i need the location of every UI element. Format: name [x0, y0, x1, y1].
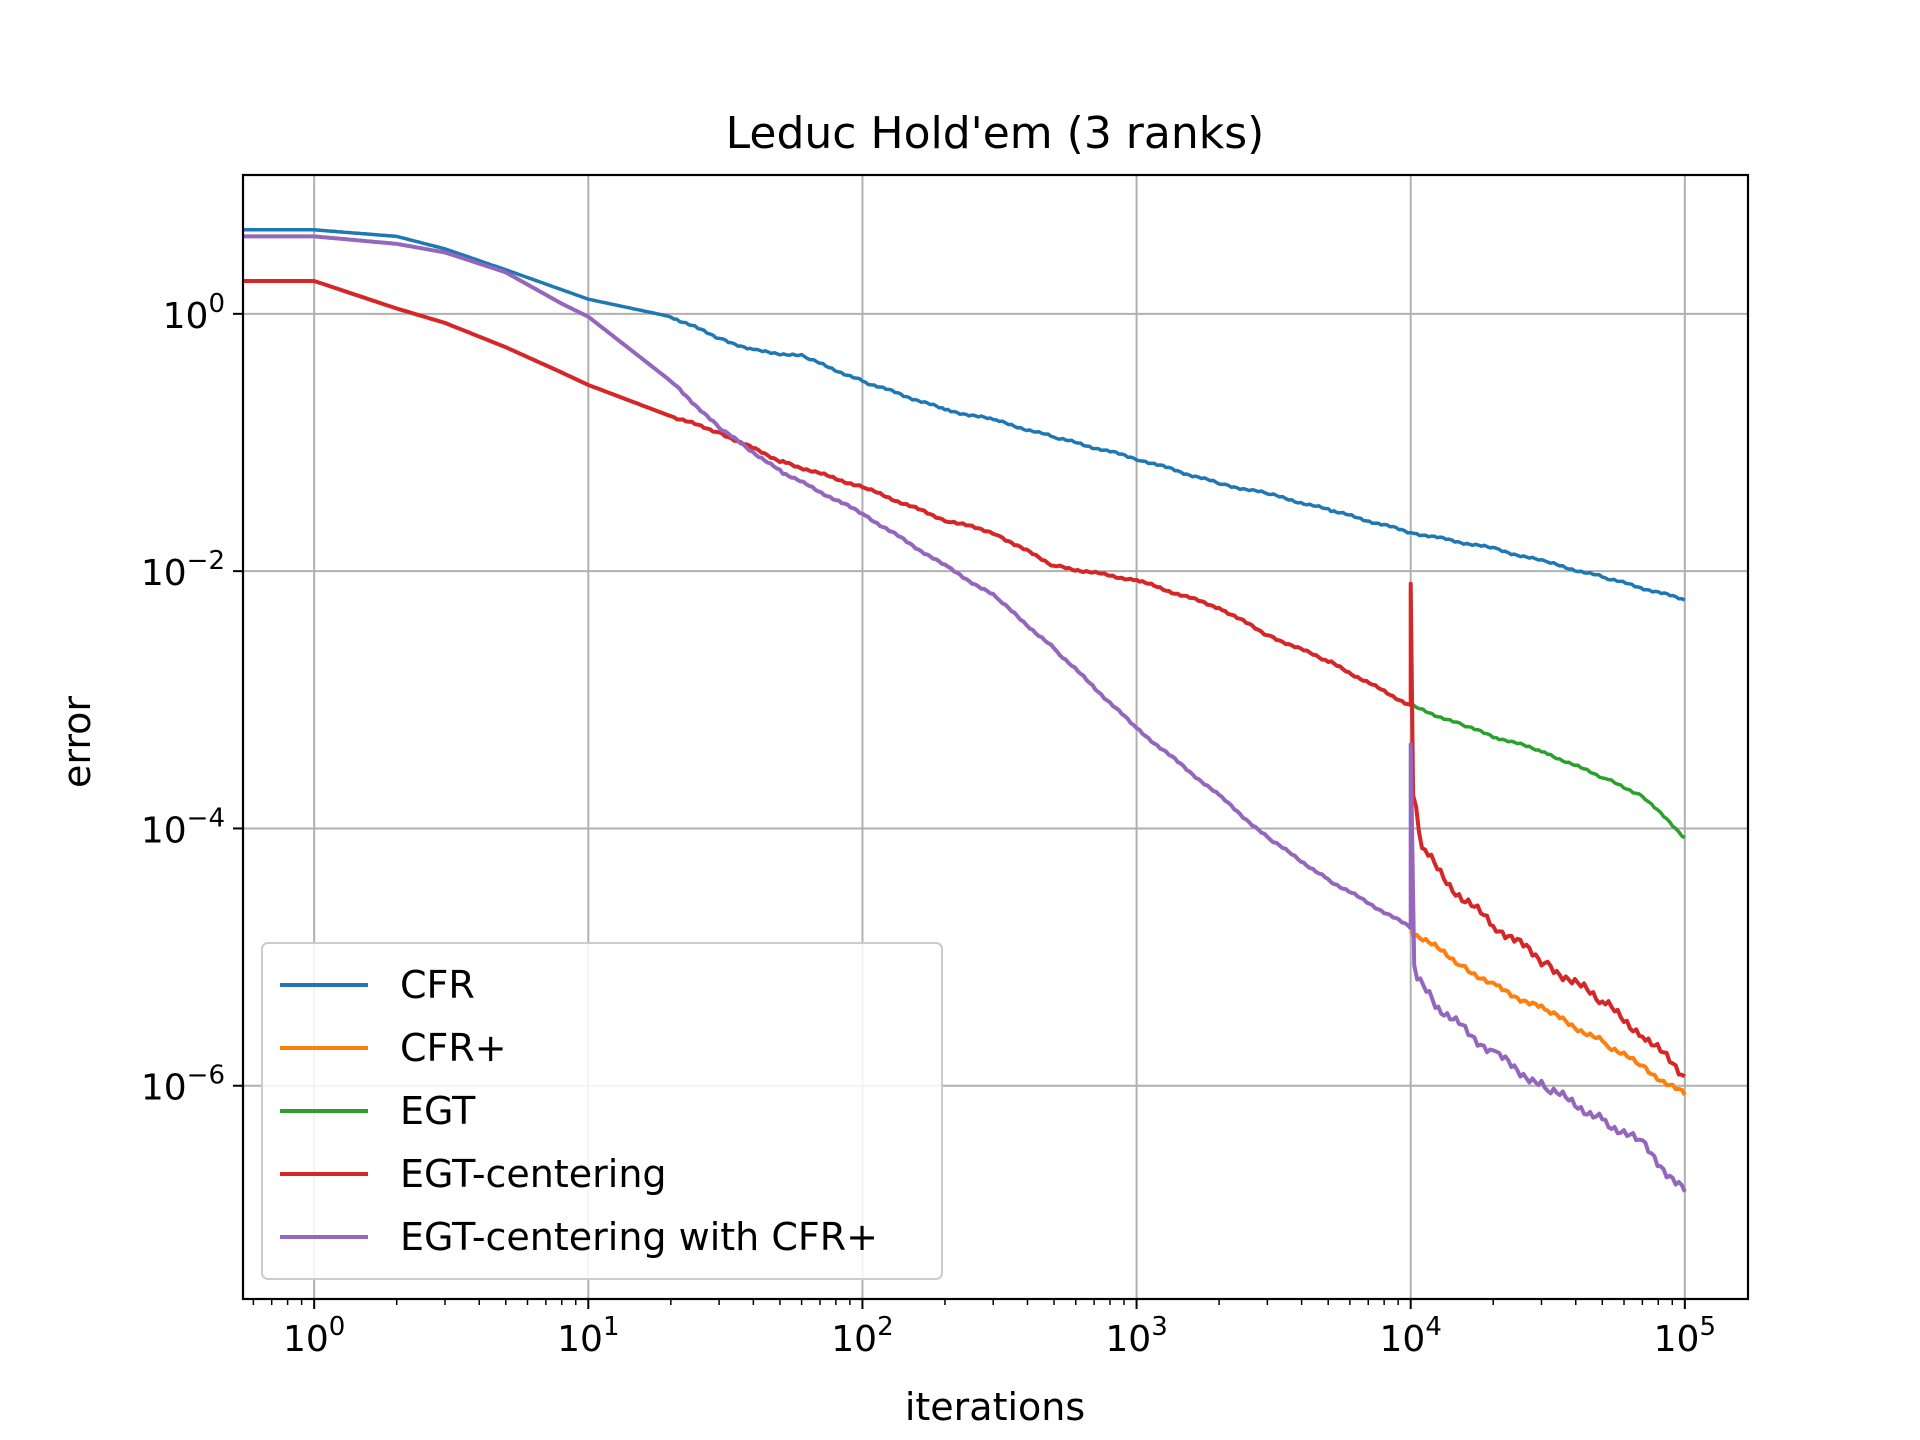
plot-frame — [241, 173, 1750, 1301]
series-line-2 — [1408, 929, 1687, 1096]
y-axis-label: error — [55, 696, 99, 788]
series-line-5 — [243, 234, 1687, 1193]
legend-label: EGT-centering with CFR+ — [400, 1215, 878, 1259]
x-axis-label: iterations — [905, 1385, 1085, 1429]
series-line-4 — [243, 279, 1686, 1079]
series-line-1 — [243, 228, 1686, 602]
y-tick-label: 10−6 — [141, 1061, 225, 1109]
y-tick-label: 10−4 — [141, 803, 225, 851]
series-line-3 — [1410, 703, 1686, 840]
grid — [243, 175, 1748, 1299]
legend: CFR CFR+ EGT EGT-centering EGT-centering wit… — [261, 942, 943, 1280]
x-tick-label: 102 — [831, 1312, 893, 1360]
legend-label: CFR — [400, 963, 475, 1007]
x-tick-label: 101 — [557, 1312, 619, 1360]
legend-label: EGT — [400, 1089, 476, 1133]
legend-label: CFR+ — [400, 1026, 507, 1070]
x-tick-label: 100 — [283, 1312, 345, 1360]
axis-ticks: 100 101 102 103 104 105 100 10−2 10−4 10−6 — [141, 289, 1716, 1360]
x-tick-label: 104 — [1380, 1312, 1442, 1360]
y-tick-label: 10−2 — [141, 546, 225, 594]
x-tick-label: 103 — [1105, 1312, 1167, 1360]
legend-box — [261, 942, 943, 1280]
legend-label: EGT-centering — [400, 1152, 667, 1196]
chart-title: Leduc Hold'em (3 ranks) — [726, 108, 1265, 159]
plot-lines — [243, 228, 1687, 1193]
y-tick-label: 100 — [163, 289, 225, 337]
x-tick-label: 105 — [1654, 1312, 1716, 1360]
